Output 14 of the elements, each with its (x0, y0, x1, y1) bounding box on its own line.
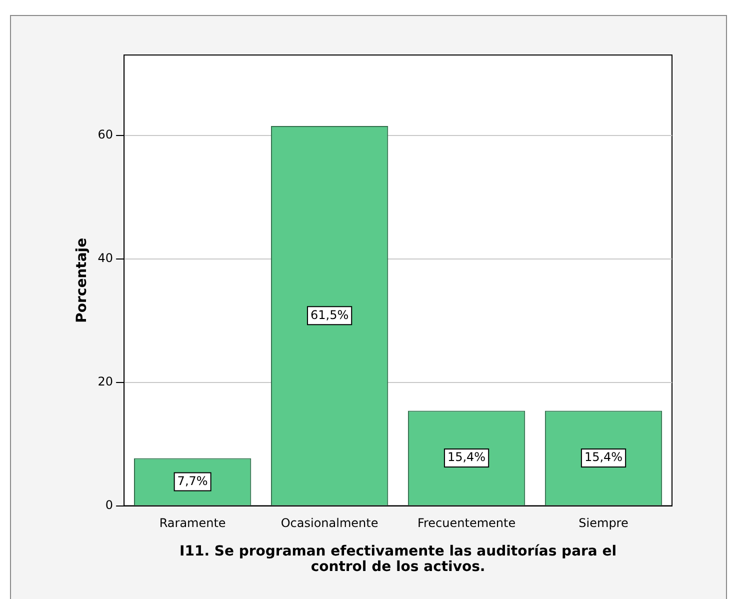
data-label: 15,4% (584, 450, 623, 464)
x-axis-title: I11. Se programan efectivamente las auditorías para el control de los activos. (180, 544, 617, 575)
x-tick-label: Raramente (159, 516, 226, 530)
y-tick-label: 20 (98, 374, 114, 388)
x-tick-label: Ocasionalmente (280, 516, 378, 530)
x-tick-label: Frecuentemente (417, 516, 516, 530)
data-label: 7,7% (177, 474, 208, 488)
data-label: 61,5% (310, 308, 349, 322)
x-tick-label: Siempre (578, 516, 628, 530)
y-tick-label: 0 (105, 498, 114, 512)
y-tick-label: 40 (98, 250, 114, 265)
data-label: 15,4% (447, 450, 486, 464)
y-axis-title: Porcentaje (74, 238, 90, 323)
y-tick-label: 60 (98, 127, 114, 142)
